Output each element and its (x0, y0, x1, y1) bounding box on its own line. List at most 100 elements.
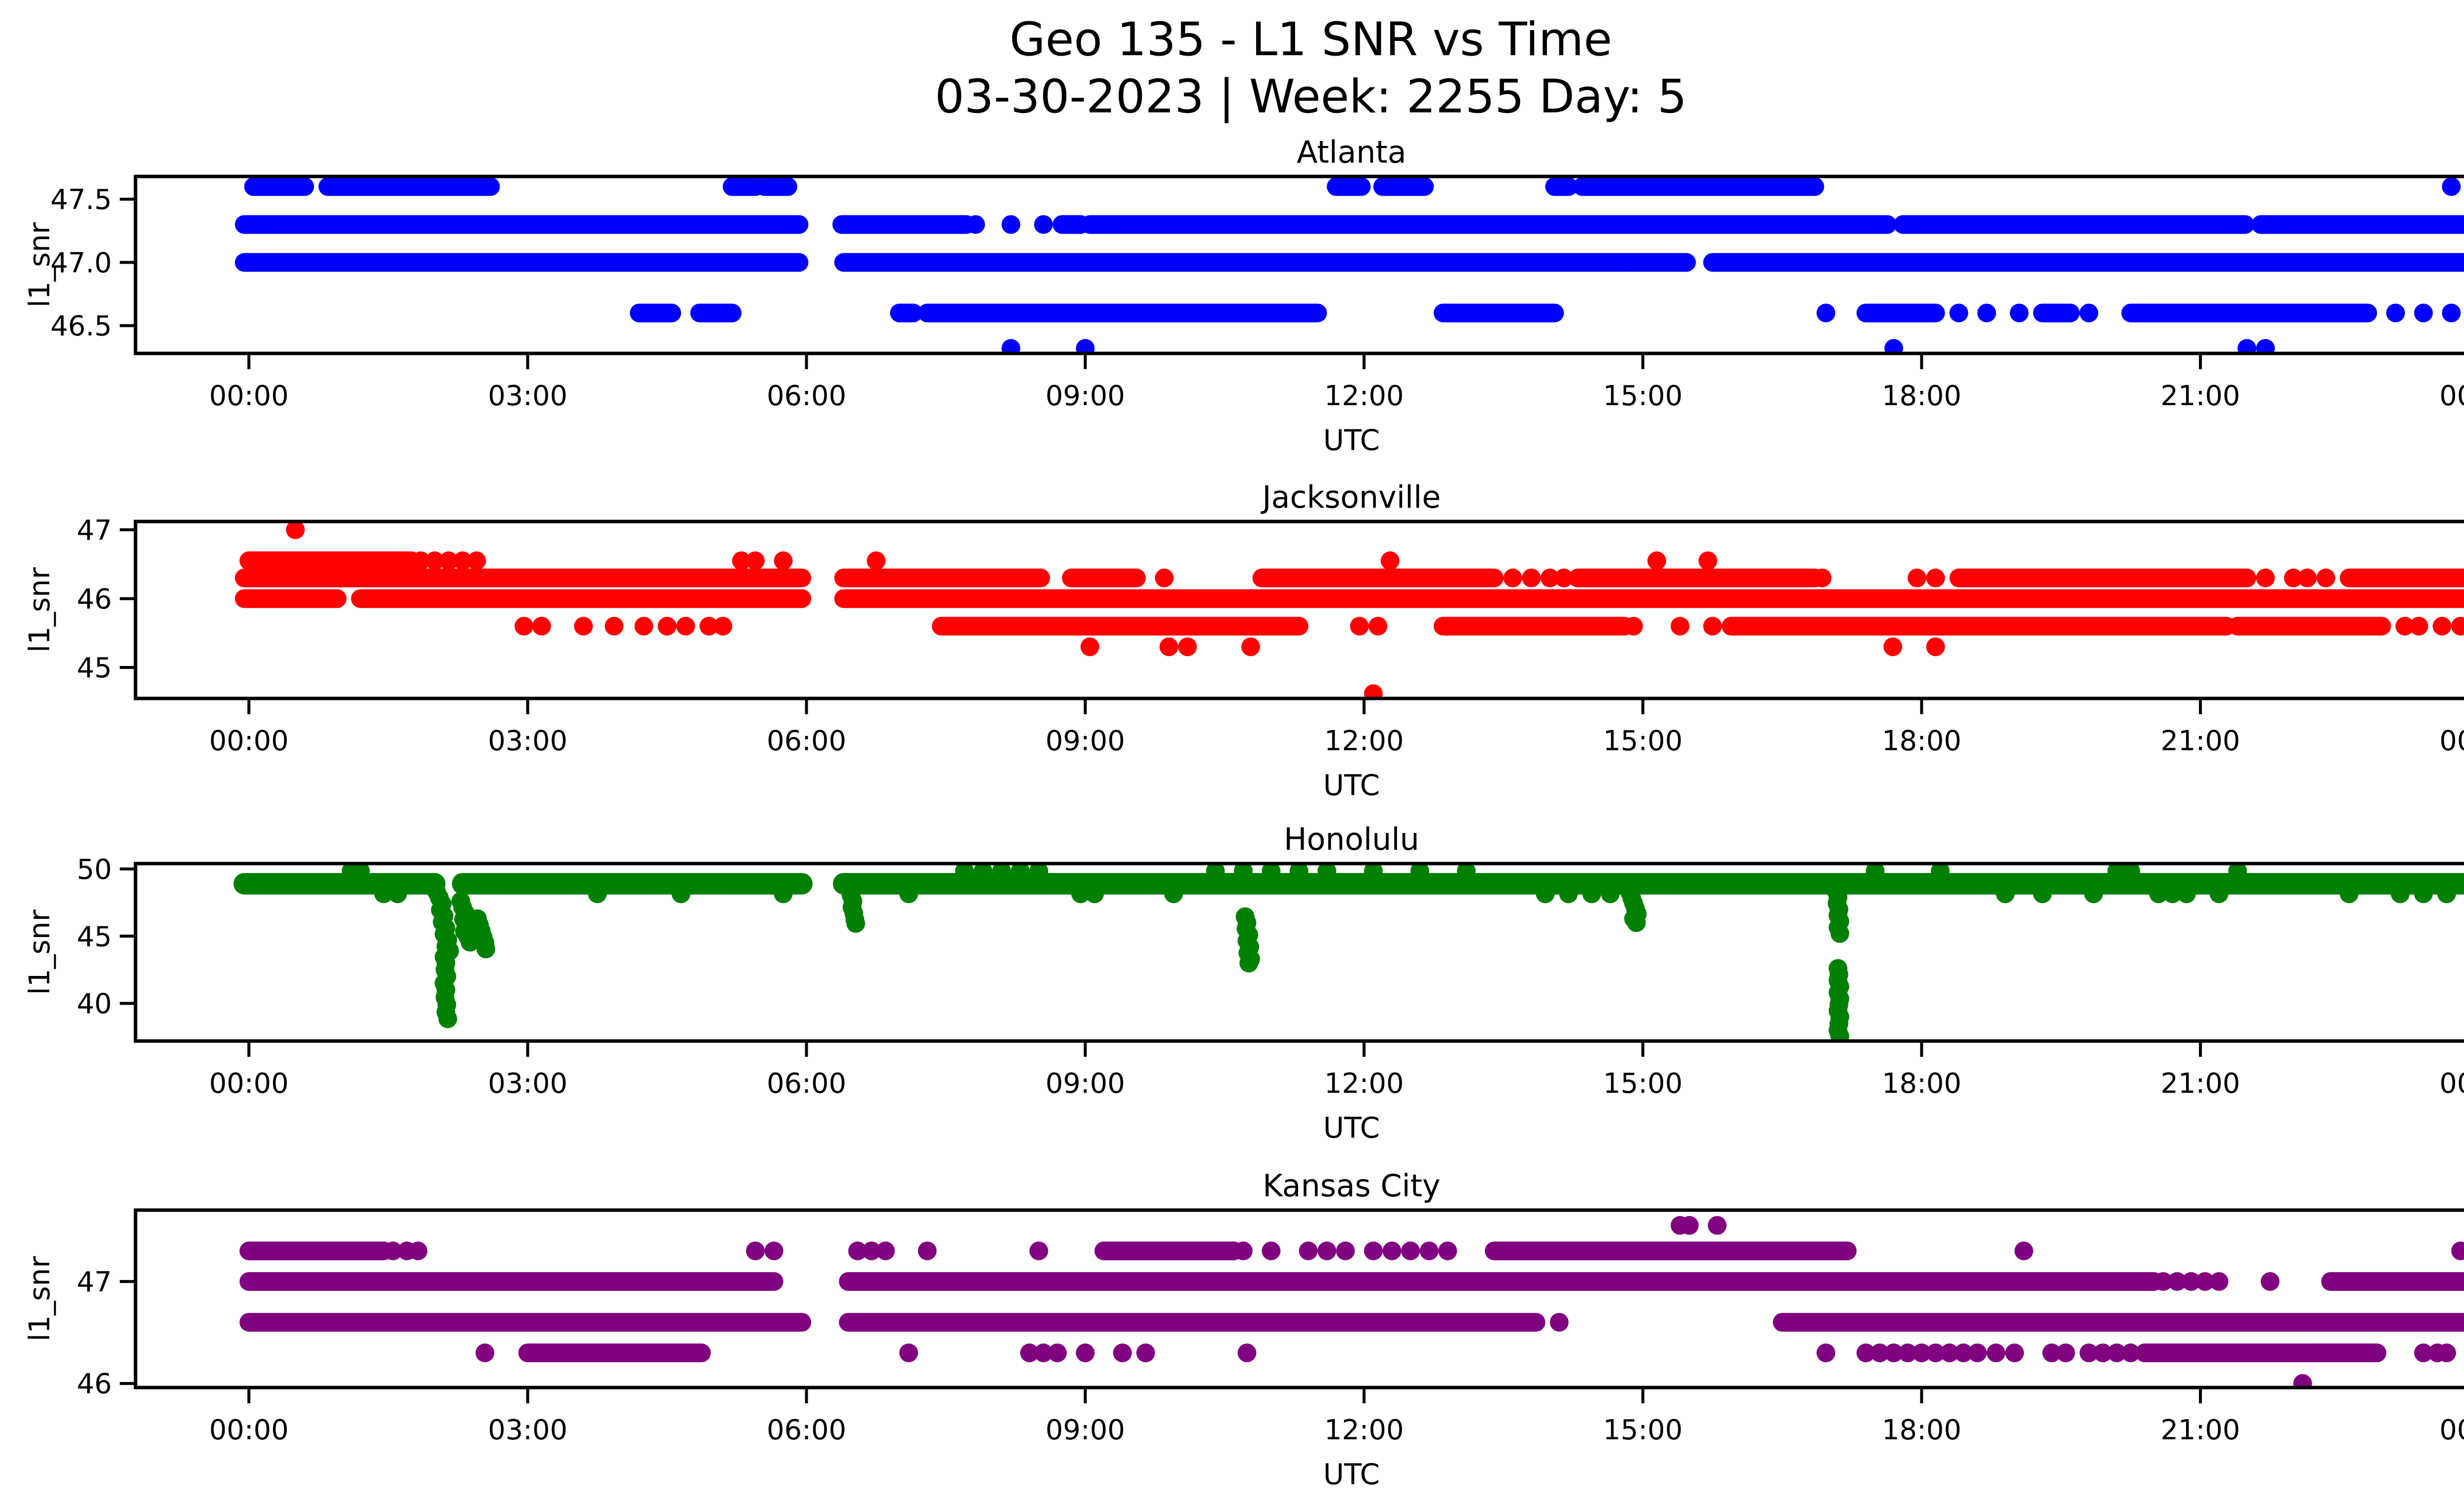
data-point (2033, 884, 2052, 904)
data-point (1364, 864, 1383, 880)
data-point (1830, 1027, 1849, 1041)
data-point (588, 884, 607, 904)
data-point (1926, 1343, 1945, 1362)
data-point (2432, 617, 2452, 636)
data-point (476, 1343, 495, 1362)
x-tick-label: 12:00 (1324, 380, 1403, 412)
data-point (1350, 617, 1369, 636)
data-point (899, 884, 918, 904)
x-tick-label: 09:00 (1046, 1414, 1125, 1446)
data-point (2154, 1272, 2173, 1291)
x-tick-label: 06:00 (767, 1068, 846, 1100)
data-point (2079, 303, 2098, 322)
subplot-title-kansas-city: Kansas City (1263, 1168, 1440, 1204)
plot-border (134, 174, 2464, 355)
data-point (1289, 864, 1308, 880)
x-tick-label: 00:00 (209, 725, 288, 757)
data-point (1703, 617, 1722, 636)
data-point (1001, 215, 1021, 234)
data-point (1549, 1313, 1569, 1332)
x-tick-label: 03:00 (488, 1068, 567, 1100)
subplot-title-jacksonville: Jacksonville (1260, 479, 1440, 515)
data-point (1679, 1216, 1699, 1235)
data-point (774, 884, 793, 904)
data-point (1968, 1343, 1987, 1362)
x-tick-label: 00:00 (209, 380, 288, 412)
data-point (671, 884, 690, 904)
x-tick-label: 15:00 (1603, 725, 1682, 757)
data-point (2293, 1374, 2312, 1388)
data-point (2228, 864, 2247, 880)
y-axis-label: l1_snr (23, 909, 56, 995)
data-point (1011, 864, 1030, 880)
scatter-series-kansas-city (240, 1216, 2464, 1388)
y-tick-label: 47.0 (50, 247, 112, 279)
data-point (2209, 1272, 2228, 1291)
x-tick-label: 00:00 (2439, 1068, 2464, 1100)
data-point (453, 551, 472, 570)
data-point (657, 617, 677, 636)
data-point (1698, 551, 1717, 570)
data-point (992, 864, 1011, 880)
data-point (1299, 1241, 1318, 1260)
data-point (1048, 1343, 1067, 1362)
data-point (1241, 637, 1260, 657)
data-point (1907, 568, 1926, 588)
data-point (1262, 864, 1281, 880)
x-tick-label: 21:00 (2160, 1414, 2240, 1446)
data-point (1317, 1241, 1336, 1260)
data-point (1954, 1343, 1973, 1362)
data-point (1536, 884, 1555, 904)
x-tick-label: 03:00 (488, 380, 567, 412)
data-point (1164, 884, 1183, 904)
data-point (1336, 1241, 1355, 1260)
data-point (846, 914, 865, 933)
data-point (774, 551, 793, 570)
data-point (2437, 884, 2456, 904)
y-tick-label: 45 (77, 921, 112, 953)
data-point (1870, 1343, 1889, 1362)
y-tick-label: 50 (77, 854, 112, 886)
data-point (1438, 1241, 1457, 1260)
y-tick-label: 46 (77, 583, 112, 615)
data-point (732, 551, 751, 570)
data-point (1898, 1343, 1917, 1362)
data-point (2163, 884, 2182, 904)
data-point (862, 1241, 881, 1260)
data-point (2121, 1343, 2140, 1362)
data-point (286, 522, 305, 539)
data-point (2256, 339, 2275, 353)
data-point (1076, 339, 1095, 353)
x-tick-label: 06:00 (767, 380, 846, 412)
data-point (1034, 215, 1053, 234)
data-point (1986, 1343, 2006, 1362)
data-point (713, 617, 732, 636)
data-point (1401, 1241, 1420, 1260)
data-point (1364, 684, 1383, 698)
data-point (1419, 1241, 1438, 1260)
data-point (2414, 884, 2433, 904)
data-point (1080, 637, 1099, 657)
subplot-kansas-city: Kansas City 46 47 00:00 03:00 06:00 09:00 12:00… (23, 1168, 2464, 1491)
data-point (1522, 568, 1541, 588)
x-axis-label: UTC (1323, 1458, 1380, 1491)
data-point (1926, 637, 1945, 657)
data-point (1856, 1343, 1876, 1362)
data-point (2079, 1343, 2098, 1362)
data-point (2149, 884, 2168, 904)
data-point (1457, 864, 1476, 880)
data-point (1830, 924, 1849, 943)
data-point (2451, 1241, 2464, 1260)
data-point (848, 1241, 867, 1260)
data-point (2042, 1343, 2061, 1362)
data-point (1029, 1241, 1048, 1260)
data-point (351, 864, 370, 880)
data-point (2451, 617, 2464, 636)
data-point (1237, 1343, 1257, 1362)
data-point (2339, 884, 2359, 904)
data-point (2121, 864, 2140, 880)
data-point (1029, 864, 1048, 880)
data-point (1708, 1216, 1727, 1235)
data-point (1866, 864, 1885, 880)
